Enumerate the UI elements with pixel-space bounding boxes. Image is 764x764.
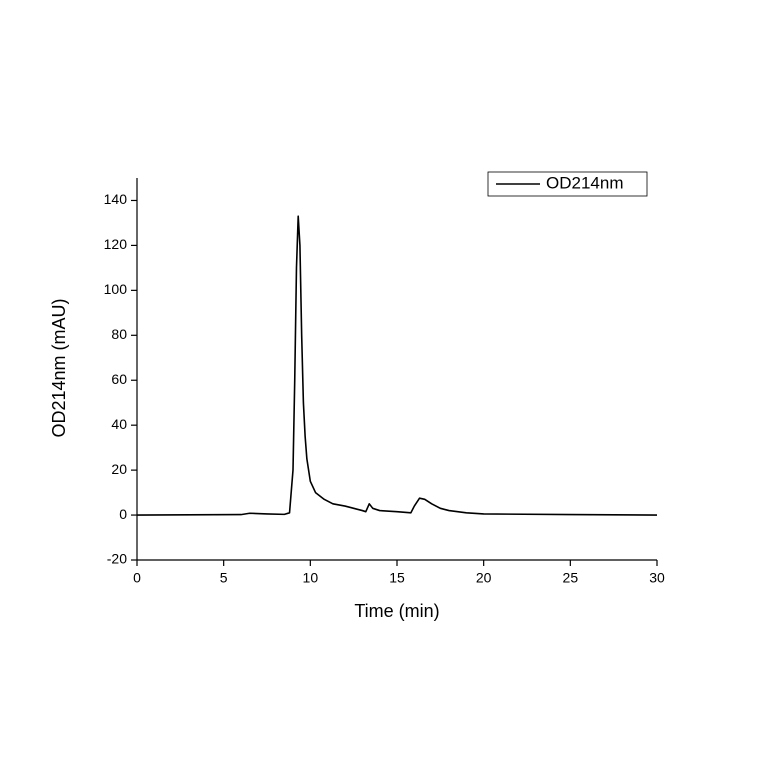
y-tick-label: 0 <box>119 506 127 522</box>
x-tick-label: 15 <box>389 570 405 586</box>
y-tick-label: 20 <box>111 461 127 477</box>
y-tick-label: 100 <box>104 281 128 297</box>
x-tick-label: 25 <box>563 570 579 586</box>
data-line <box>136 215 658 516</box>
x-tick-label: 20 <box>476 570 492 586</box>
legend-label: OD214nm <box>546 173 623 192</box>
x-tick-label: 30 <box>649 570 665 586</box>
y-tick-label: 140 <box>104 191 128 207</box>
y-tick-label: 120 <box>104 236 128 252</box>
legend-box <box>487 171 648 197</box>
y-tick-label: 40 <box>111 416 127 432</box>
x-tick-label: 0 <box>133 570 141 586</box>
y-tick-label: 80 <box>111 326 127 342</box>
y-tick-label: 60 <box>111 371 127 387</box>
y-axis-title: OD214nm (mAU) <box>49 298 69 437</box>
x-tick-label: 10 <box>303 570 319 586</box>
x-tick-label: 5 <box>220 570 228 586</box>
x-axis-title: Time (min) <box>354 601 439 621</box>
y-tick-label: -20 <box>107 551 127 567</box>
